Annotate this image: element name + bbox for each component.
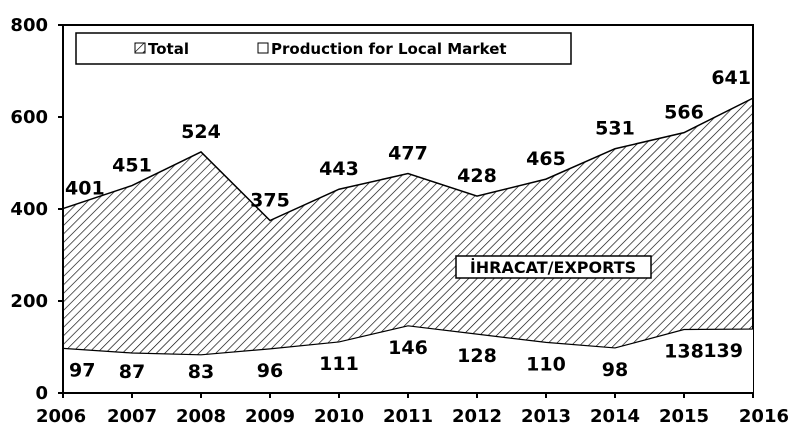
local-market-data-label: 98 xyxy=(602,359,628,381)
y-tick-label: 400 xyxy=(10,199,48,220)
y-tick-label: 200 xyxy=(10,291,48,312)
x-tick-label: 2012 xyxy=(452,406,502,427)
x-tick-label: 2009 xyxy=(245,406,295,427)
total-data-label: 524 xyxy=(181,121,221,143)
total-data-label: 566 xyxy=(664,102,704,124)
legend-swatch-local xyxy=(257,42,269,54)
legend-label-total: Total xyxy=(148,40,189,58)
y-tick-label: 800 xyxy=(10,15,48,36)
local-market-line xyxy=(62,325,754,356)
local-market-data-label: 138 xyxy=(664,341,704,363)
total-line xyxy=(62,97,754,222)
x-tick-label: 2007 xyxy=(107,406,157,427)
legend: Total Production for Local Market xyxy=(75,32,572,65)
exports-annotation-box xyxy=(455,255,652,279)
total-data-label: 443 xyxy=(319,158,359,180)
local-market-data-label: 87 xyxy=(119,361,145,383)
exports-annotation-label: İHRACAT/EXPORTS xyxy=(470,258,636,277)
legend-swatch-total xyxy=(134,42,146,54)
local-market-data-label: 96 xyxy=(257,360,283,382)
total-data-label: 465 xyxy=(526,148,566,170)
total-data-label: 531 xyxy=(595,118,635,140)
x-tick-label: 2008 xyxy=(176,406,226,427)
x-tick-label: 2006 xyxy=(36,406,86,427)
total-data-label: 375 xyxy=(250,190,290,212)
total-data-label: 401 xyxy=(65,178,105,200)
local-market-data-label: 146 xyxy=(388,337,428,359)
y-tick-label: 0 xyxy=(35,383,48,404)
x-tick-label: 2011 xyxy=(383,406,433,427)
x-tick-label: 2010 xyxy=(314,406,364,427)
total-data-label: 477 xyxy=(388,143,428,165)
local-market-data-label: 83 xyxy=(188,361,214,383)
local-market-data-label: 111 xyxy=(319,353,359,375)
local-market-data-label: 139 xyxy=(703,340,743,362)
local-market-data-label: 97 xyxy=(69,359,95,381)
total-data-label: 641 xyxy=(711,67,751,89)
local-market-area xyxy=(63,325,753,393)
total-area xyxy=(63,98,753,393)
x-tick-label: 2016 xyxy=(739,406,789,427)
total-data-label: 451 xyxy=(112,155,152,177)
legend-label-local: Production for Local Market xyxy=(271,40,507,58)
x-tick-label: 2014 xyxy=(590,406,640,427)
x-tick-label: 2015 xyxy=(659,406,709,427)
local-market-data-label: 110 xyxy=(526,353,566,375)
legend-box xyxy=(75,32,572,65)
y-tick-label: 600 xyxy=(10,107,48,128)
local-market-data-label: 128 xyxy=(457,345,497,367)
x-tick-label: 2013 xyxy=(521,406,571,427)
total-data-label: 428 xyxy=(457,165,497,187)
exports-annotation: İHRACAT/EXPORTS xyxy=(455,255,652,279)
